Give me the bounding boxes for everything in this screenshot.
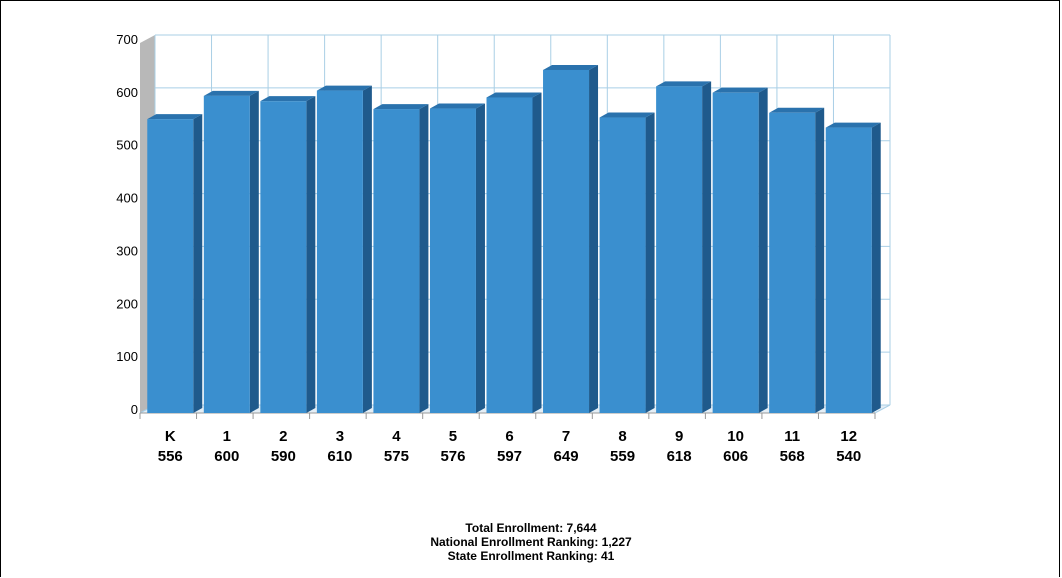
bar-side <box>193 114 203 413</box>
y-tick-label: 100 <box>116 349 138 364</box>
bar <box>316 85 372 414</box>
category-label: 11 <box>784 428 800 445</box>
bar-top <box>599 112 655 118</box>
bar-front <box>203 95 250 413</box>
bar <box>712 87 768 413</box>
bar <box>599 112 655 414</box>
y-axis-ticks: 0 100 200 300 400 500 600 700 <box>116 32 138 417</box>
value-label: 649 <box>554 448 579 465</box>
category-label: 8 <box>618 428 626 445</box>
bar <box>486 92 542 413</box>
bar-side <box>249 90 259 413</box>
y-tick-label: 300 <box>116 243 138 258</box>
bar-side <box>532 92 542 413</box>
total-enrollment: Total Enrollment: 7,644 <box>465 521 597 535</box>
bar-front <box>599 117 646 414</box>
bar-top <box>712 87 768 93</box>
bar-side <box>475 103 485 414</box>
bars <box>147 64 881 414</box>
bar <box>147 114 203 413</box>
bar <box>373 104 429 414</box>
bar-front <box>429 108 476 414</box>
value-label: 559 <box>610 448 635 465</box>
bar-front <box>656 86 703 413</box>
category-label: 1 <box>223 428 231 445</box>
bar-top <box>260 96 316 102</box>
value-label: 590 <box>271 448 296 465</box>
category-label: 10 <box>727 428 744 445</box>
value-label: 610 <box>327 448 352 465</box>
value-label: 568 <box>780 448 805 465</box>
bar-side <box>702 81 712 413</box>
bar <box>429 103 485 414</box>
category-label: 6 <box>505 428 513 445</box>
bar-top <box>429 103 485 109</box>
y-tick-label: 700 <box>116 32 138 47</box>
bar-side <box>419 104 429 414</box>
bar-top <box>769 107 825 113</box>
bar-top <box>316 85 372 91</box>
value-label: 576 <box>440 448 465 465</box>
bar-front <box>316 90 363 414</box>
bar <box>260 96 316 414</box>
y-tick-label: 500 <box>116 138 138 153</box>
bar <box>543 64 599 413</box>
category-label: 7 <box>562 428 570 445</box>
y-tick-label: 200 <box>116 296 138 311</box>
x-axis-labels: K 556 1 600 2 590 3 610 4 575 5 576 6 597 7 649 8 559 9 618… <box>158 428 861 465</box>
category-label: 12 <box>840 428 857 445</box>
bar-side <box>871 122 881 414</box>
y-tick-label: 0 <box>131 402 138 417</box>
category-label: 9 <box>675 428 683 445</box>
category-label: 2 <box>279 428 287 445</box>
bar-side <box>589 64 599 413</box>
bar-front <box>712 92 759 413</box>
bar-front <box>769 112 816 414</box>
bar-top <box>373 104 429 110</box>
value-label: 600 <box>214 448 239 465</box>
state-enrollment-ranking: State Enrollment Ranking: 41 <box>447 549 615 563</box>
bar-top <box>203 90 259 96</box>
category-label: 3 <box>336 428 344 445</box>
bar-front <box>260 101 307 414</box>
bar-top <box>656 81 712 87</box>
bar-top <box>147 114 203 120</box>
bar <box>656 81 712 413</box>
bar-front <box>543 69 590 413</box>
bar-side <box>362 85 372 414</box>
bar-top <box>486 92 542 98</box>
y-tick-label: 400 <box>116 191 138 206</box>
value-label: 606 <box>723 448 748 465</box>
category-label: 4 <box>392 428 401 445</box>
bar-front <box>147 119 194 413</box>
bar <box>203 90 259 413</box>
national-enrollment-ranking: National Enrollment Ranking: 1,227 <box>430 535 632 549</box>
value-label: 556 <box>158 448 183 465</box>
bar <box>769 107 825 414</box>
value-label: 597 <box>497 448 522 465</box>
bar-side <box>306 96 316 414</box>
category-label: 5 <box>449 428 457 445</box>
bar-front <box>486 97 533 413</box>
value-label: 575 <box>384 448 409 465</box>
bar-side <box>758 87 768 413</box>
category-label: K <box>165 428 176 445</box>
bar-front <box>825 127 872 414</box>
bar-side <box>815 107 825 414</box>
bar-top <box>543 64 599 70</box>
value-label: 540 <box>836 448 861 465</box>
bar-front <box>373 109 420 414</box>
bar-top <box>825 122 881 128</box>
bar-side <box>645 112 655 414</box>
value-label: 618 <box>667 448 692 465</box>
bar <box>825 122 881 414</box>
y-tick-label: 600 <box>116 85 138 100</box>
